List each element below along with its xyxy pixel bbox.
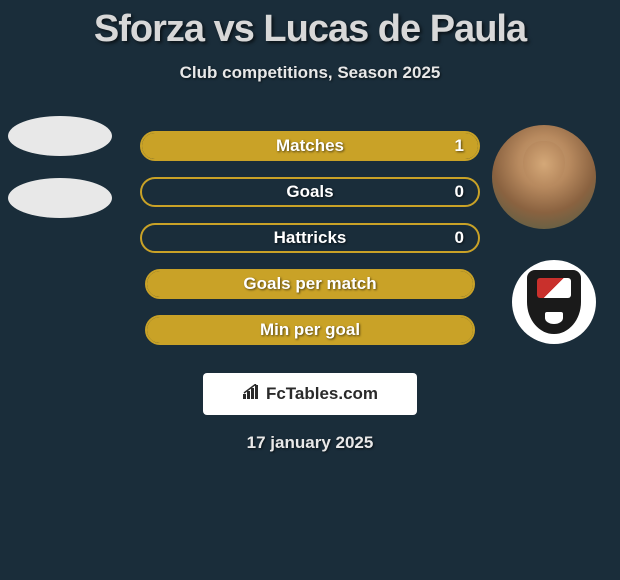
stat-label: Hattricks	[274, 228, 347, 248]
stat-bar: Min per goal	[145, 315, 475, 345]
stat-bar: Goals 0	[140, 177, 480, 207]
stat-value-right: 0	[455, 228, 464, 248]
stat-value-right: 0	[455, 182, 464, 202]
stat-label: Min per goal	[260, 320, 360, 340]
player-right-avatar	[492, 125, 596, 229]
date-label: 17 january 2025	[0, 433, 620, 453]
page-title: Sforza vs Lucas de Paula	[0, 0, 620, 51]
logo-label: FcTables.com	[266, 384, 378, 404]
player-left-avatar-placeholder	[8, 116, 112, 156]
club-right-crest	[512, 260, 596, 344]
stat-label: Goals	[286, 182, 333, 202]
stat-label: Goals per match	[243, 274, 376, 294]
stat-bar: Goals per match	[145, 269, 475, 299]
stat-value-right: 1	[455, 136, 464, 156]
stat-bar: Hattricks 0	[140, 223, 480, 253]
page-subtitle: Club competitions, Season 2025	[0, 63, 620, 83]
logo-text: FcTables.com	[242, 384, 378, 405]
stat-label: Matches	[276, 136, 344, 156]
player-left-avatar-placeholder	[8, 178, 112, 218]
stat-bar: Matches 1	[140, 131, 480, 161]
chart-icon	[242, 384, 262, 405]
comparison-card: Sforza vs Lucas de Paula Club competitio…	[0, 0, 620, 453]
vasco-shield-icon	[527, 270, 581, 334]
source-logo: FcTables.com	[203, 373, 417, 415]
